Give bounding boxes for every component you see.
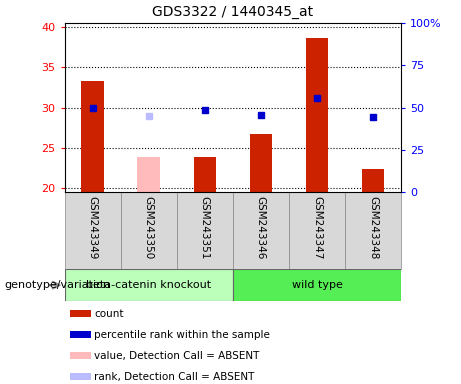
FancyBboxPatch shape bbox=[65, 269, 233, 301]
Text: GSM243348: GSM243348 bbox=[368, 196, 378, 259]
FancyBboxPatch shape bbox=[233, 269, 401, 301]
Text: count: count bbox=[95, 309, 124, 319]
Text: GSM243350: GSM243350 bbox=[144, 196, 154, 259]
FancyBboxPatch shape bbox=[345, 192, 401, 269]
Text: GSM243351: GSM243351 bbox=[200, 196, 210, 259]
Bar bbox=[70, 373, 91, 381]
Text: rank, Detection Call = ABSENT: rank, Detection Call = ABSENT bbox=[95, 372, 255, 382]
Bar bbox=[70, 310, 91, 318]
Text: GSM243349: GSM243349 bbox=[88, 196, 98, 259]
FancyBboxPatch shape bbox=[177, 192, 233, 269]
Text: beta-catenin knockout: beta-catenin knockout bbox=[86, 280, 211, 290]
FancyBboxPatch shape bbox=[65, 192, 121, 269]
FancyBboxPatch shape bbox=[121, 192, 177, 269]
Bar bbox=[250, 134, 272, 192]
Text: value, Detection Call = ABSENT: value, Detection Call = ABSENT bbox=[95, 351, 260, 361]
FancyBboxPatch shape bbox=[233, 192, 289, 269]
Bar bbox=[194, 157, 216, 192]
Title: GDS3322 / 1440345_at: GDS3322 / 1440345_at bbox=[152, 5, 313, 19]
Text: genotype/variation: genotype/variation bbox=[5, 280, 111, 290]
FancyBboxPatch shape bbox=[289, 192, 345, 269]
Bar bbox=[70, 331, 91, 338]
Bar bbox=[362, 169, 384, 192]
Bar bbox=[306, 38, 328, 192]
Bar bbox=[137, 157, 160, 192]
Text: GSM243347: GSM243347 bbox=[312, 196, 322, 259]
Text: percentile rank within the sample: percentile rank within the sample bbox=[95, 330, 270, 340]
Text: wild type: wild type bbox=[291, 280, 343, 290]
Bar bbox=[82, 81, 104, 192]
Text: GSM243346: GSM243346 bbox=[256, 196, 266, 259]
Bar bbox=[70, 352, 91, 359]
